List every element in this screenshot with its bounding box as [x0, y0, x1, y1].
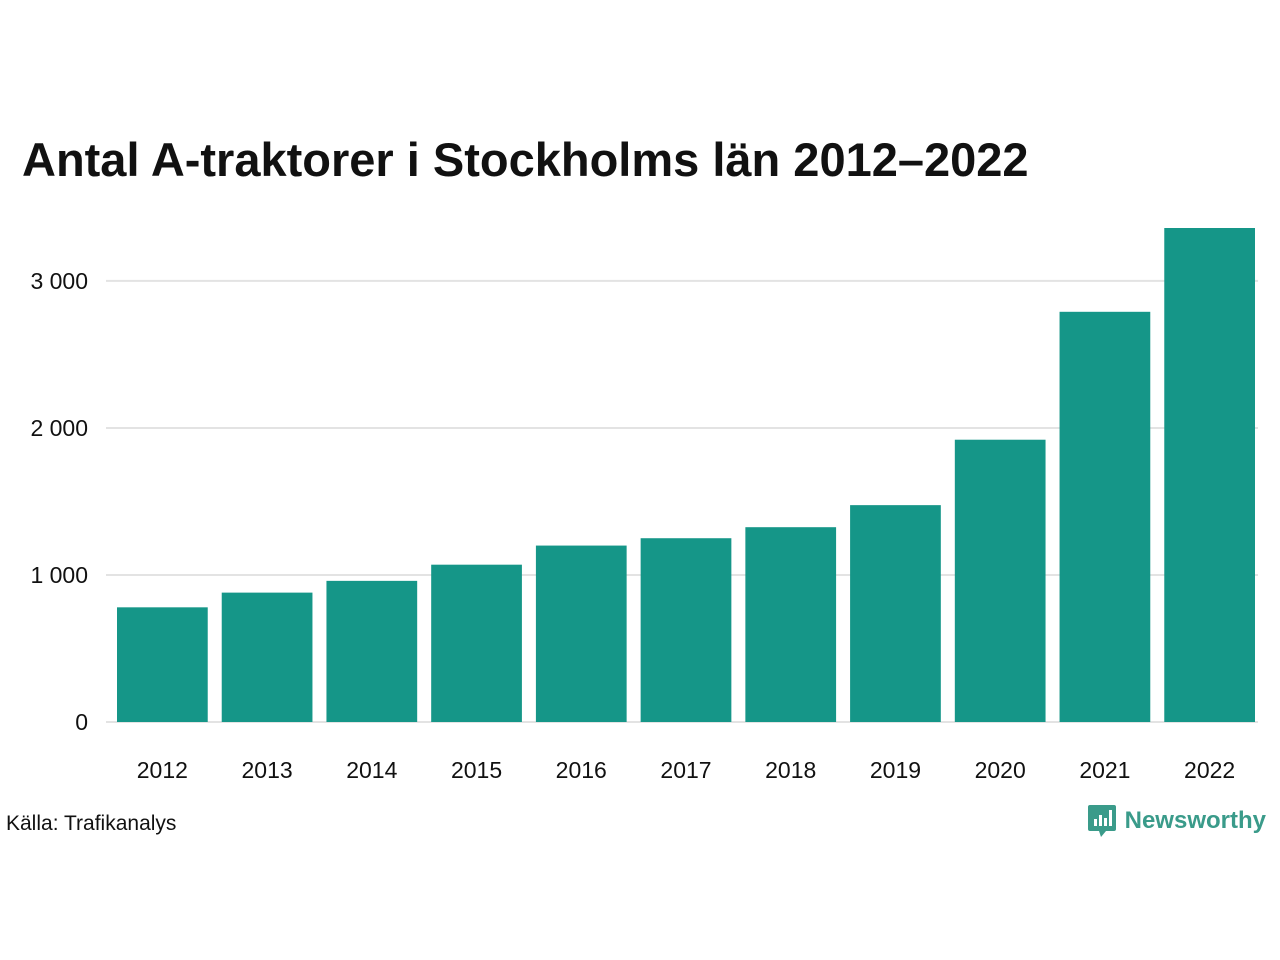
x-tick-label: 2018 — [765, 757, 816, 783]
y-tick-label: 3 000 — [30, 268, 88, 294]
x-tick-label: 2015 — [451, 757, 502, 783]
x-tick-label: 2017 — [660, 757, 711, 783]
source-note: Källa: Trafikanalys — [6, 812, 177, 835]
y-axis-ticks: 0 1 000 2 000 3 000 — [30, 268, 88, 735]
x-tick-label: 2020 — [975, 757, 1026, 783]
bar-2012 — [117, 607, 208, 722]
y-tick-label: 1 000 — [30, 562, 88, 588]
x-tick-label: 2013 — [242, 757, 293, 783]
x-tick-label: 2019 — [870, 757, 921, 783]
bar-2013 — [221, 592, 313, 722]
x-axis-ticks: 2012 2013 2014 2015 2016 2017 2018 2019 2020 2021… — [137, 757, 1235, 783]
x-tick-label: 2016 — [556, 757, 607, 783]
bar-2022 — [1164, 228, 1255, 722]
bar-2015 — [431, 564, 522, 722]
newsworthy-logo-icon — [1087, 805, 1116, 837]
bar-2017 — [640, 538, 732, 722]
bar-2018 — [745, 527, 837, 722]
brand-name: Newsworthy — [1124, 807, 1266, 834]
x-tick-label: 2022 — [1184, 757, 1235, 783]
x-tick-label: 2012 — [137, 757, 188, 783]
bar-2019 — [850, 505, 941, 722]
bar-2014 — [326, 580, 418, 722]
bar-2016 — [535, 545, 627, 722]
bars — [117, 228, 1255, 722]
y-tick-label: 0 — [75, 709, 88, 735]
y-tick-label: 2 000 — [30, 415, 88, 441]
brand: Newsworthy — [1087, 804, 1266, 838]
bar-2020 — [954, 439, 1046, 722]
chart-title: Antal A-traktorer i Stockholms län 2012–… — [22, 133, 1029, 186]
bar-2021 — [1059, 311, 1151, 722]
x-tick-label: 2014 — [346, 757, 397, 783]
x-tick-label: 2021 — [1079, 757, 1130, 783]
